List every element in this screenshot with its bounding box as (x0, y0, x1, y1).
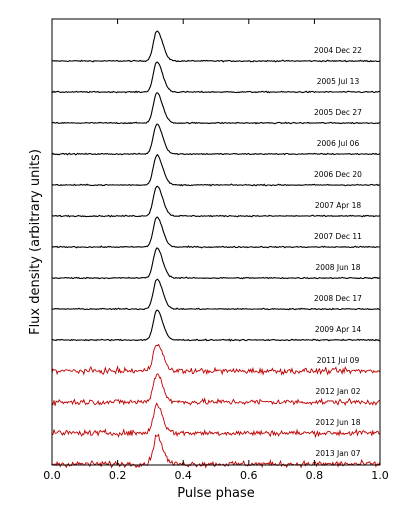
epoch-label: 2013 Jan 07 (316, 449, 361, 458)
y-axis-label: Flux density (arbitrary units) (28, 149, 43, 335)
epoch-labels: 2004 Dec 22 2005 Jul 13 2005 Dec 27 2006 Ju… (314, 46, 362, 458)
profile-traces (51, 30, 381, 469)
profile-trace (51, 123, 380, 156)
profile-trace (51, 247, 381, 280)
epoch-label: 2007 Dec 11 (314, 232, 362, 241)
x-axis-ticks: 0.0 0.2 0.4 0.6 0.8 1.0 (43, 19, 389, 482)
epoch-label: 2012 Jun 18 (315, 418, 360, 427)
epoch-label: 2008 Jun 18 (315, 263, 360, 272)
x-tick-label: 0.4 (174, 469, 192, 482)
x-tick-label: 0.2 (109, 469, 127, 482)
x-tick-label: 1.0 (371, 469, 389, 482)
profile-trace (51, 402, 381, 439)
epoch-label: 2005 Dec 27 (314, 108, 362, 117)
x-axis-label: Pulse phase (177, 486, 255, 501)
x-tick-label: 0.0 (43, 469, 61, 482)
epoch-label: 2007 Apr 18 (315, 201, 362, 210)
epoch-label: 2005 Jul 13 (317, 77, 360, 86)
profile-trace (51, 216, 381, 249)
profile-trace (52, 433, 381, 469)
epoch-label: 2012 Jan 02 (316, 387, 361, 396)
profile-trace (51, 343, 381, 376)
plot-frame (51, 18, 381, 466)
profile-trace (51, 185, 380, 218)
x-tick-label: 0.8 (306, 469, 324, 482)
epoch-label: 2006 Jul 06 (317, 139, 360, 148)
epoch-label: 2009 Apr 14 (315, 325, 362, 334)
profile-trace (51, 309, 381, 342)
profile-trace (51, 30, 380, 63)
profile-trace (51, 373, 381, 406)
x-tick-label: 0.6 (240, 469, 258, 482)
epoch-label: 2006 Dec 20 (314, 170, 362, 179)
epoch-label: 2004 Dec 22 (314, 46, 362, 55)
profile-trace (51, 278, 381, 311)
profile-trace (51, 61, 381, 94)
profile-trace (51, 92, 381, 125)
profile-trace (51, 153, 381, 187)
epoch-label: 2011 Jul 09 (317, 356, 360, 365)
epoch-label: 2008 Dec 17 (314, 294, 362, 303)
